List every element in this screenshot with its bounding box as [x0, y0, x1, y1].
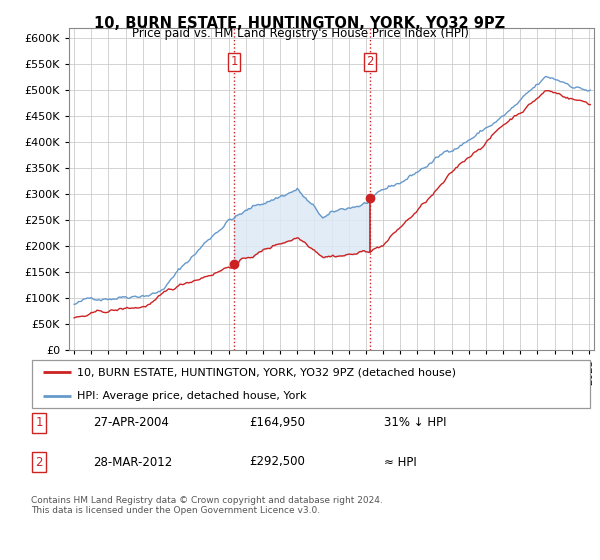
Text: 1: 1 [35, 416, 43, 430]
Text: 10, BURN ESTATE, HUNTINGTON, YORK, YO32 9PZ (detached house): 10, BURN ESTATE, HUNTINGTON, YORK, YO32 … [77, 367, 456, 377]
Text: 2: 2 [366, 55, 374, 68]
Text: Contains HM Land Registry data © Crown copyright and database right 2024.
This d: Contains HM Land Registry data © Crown c… [31, 496, 383, 515]
Text: 31% ↓ HPI: 31% ↓ HPI [384, 416, 446, 430]
Text: ≈ HPI: ≈ HPI [384, 455, 417, 469]
Text: 2: 2 [35, 455, 43, 469]
Text: 1: 1 [230, 55, 238, 68]
Text: 28-MAR-2012: 28-MAR-2012 [93, 455, 172, 469]
Text: £292,500: £292,500 [249, 455, 305, 469]
Text: Price paid vs. HM Land Registry's House Price Index (HPI): Price paid vs. HM Land Registry's House … [131, 27, 469, 40]
Text: £164,950: £164,950 [249, 416, 305, 430]
FancyBboxPatch shape [32, 361, 590, 408]
Text: 27-APR-2004: 27-APR-2004 [93, 416, 169, 430]
Text: HPI: Average price, detached house, York: HPI: Average price, detached house, York [77, 391, 306, 401]
Text: 10, BURN ESTATE, HUNTINGTON, YORK, YO32 9PZ: 10, BURN ESTATE, HUNTINGTON, YORK, YO32 … [94, 16, 506, 31]
